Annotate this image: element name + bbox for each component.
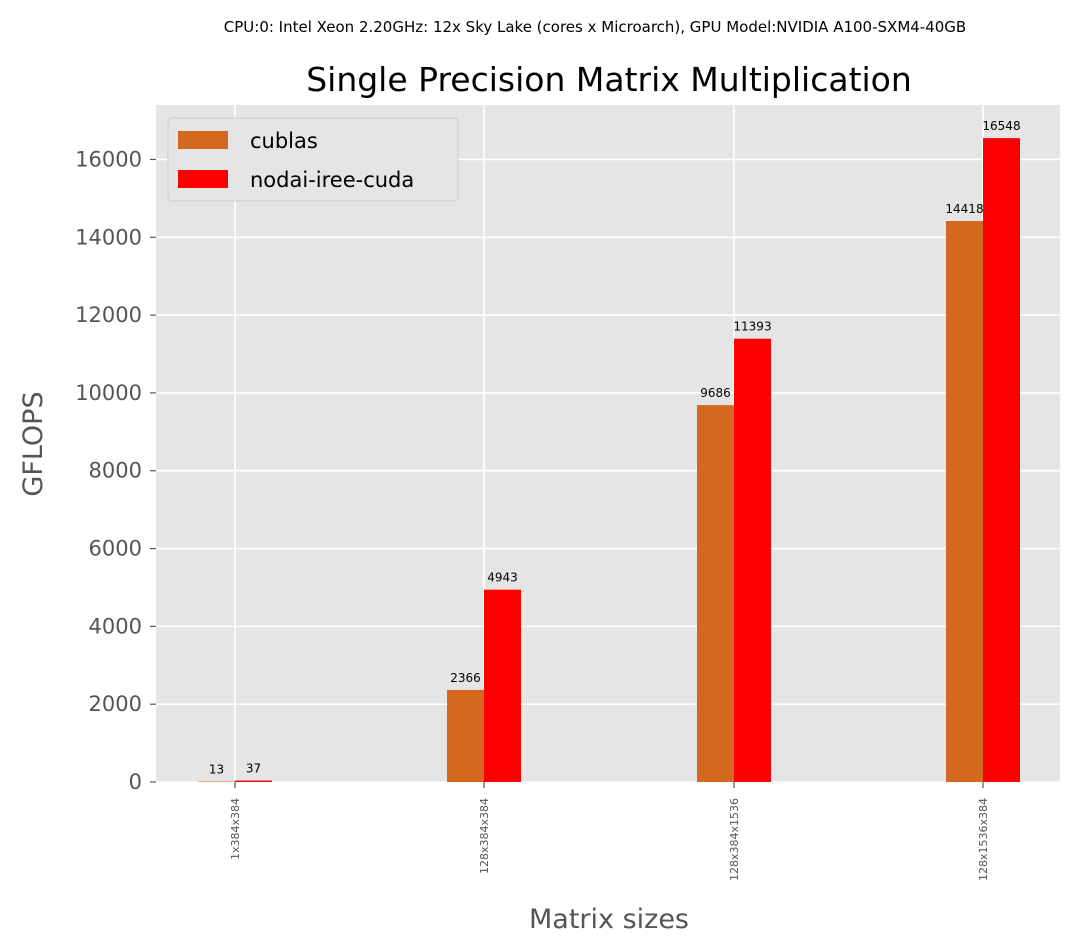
bar-nodai-iree-cuda-128x384x384 — [484, 589, 521, 782]
legend-box — [167, 117, 459, 202]
x-tick-label: 128x1536x384 — [977, 798, 990, 881]
legend-swatch-nodai-iree-cuda — [178, 170, 228, 188]
bar-nodai-iree-cuda-128x384x1536 — [734, 338, 771, 782]
legend-swatch-cublas — [178, 131, 228, 149]
bar-cublas-128x1536x384 — [946, 221, 983, 782]
y-tick-label: 0 — [129, 770, 142, 794]
y-tick-label: 2000 — [89, 692, 142, 716]
legend-label-cublas: cublas — [250, 129, 318, 153]
bar-label-nodai-iree-cuda-128x384x384: 4943 — [487, 571, 518, 585]
x-tick-label: 128x384x384 — [478, 798, 491, 874]
bar-nodai-iree-cuda-1x384x384 — [235, 780, 272, 782]
bar-cublas-128x384x1536 — [697, 405, 734, 782]
x-axis-label: Matrix sizes — [529, 904, 689, 935]
bar-cublas-1x384x384 — [198, 781, 235, 782]
bars — [198, 138, 1020, 782]
y-tick-label: 4000 — [89, 614, 142, 638]
bar-nodai-iree-cuda-128x1536x384 — [983, 138, 1020, 782]
y-tick-label: 6000 — [89, 537, 142, 561]
plot-area — [156, 105, 1060, 782]
x-tick-label: 128x384x1536 — [728, 798, 741, 881]
bar-labels: 13 2366 9686 14418 37 4943 11393 16548 — [209, 119, 1021, 776]
y-tick-label: 10000 — [75, 381, 142, 405]
chart-title: Single Precision Matrix Multiplication — [306, 60, 912, 99]
bar-label-nodai-iree-cuda-128x384x1536: 11393 — [733, 320, 771, 334]
bar-label-cublas-128x1536x384: 14418 — [945, 202, 983, 216]
y-tick-label: 12000 — [75, 303, 142, 327]
bar-label-nodai-iree-cuda-128x1536x384: 16548 — [982, 119, 1020, 133]
bar-label-nodai-iree-cuda-1x384x384: 37 — [246, 762, 261, 776]
bar-label-cublas-1x384x384: 13 — [209, 762, 224, 776]
chart-suptitle: CPU:0: Intel Xeon 2.20GHz: 12x Sky Lake … — [224, 18, 966, 36]
x-tick-label: 1x384x384 — [229, 798, 242, 860]
legend: cublas nodai-iree-cuda — [167, 117, 459, 202]
y-tick-label: 14000 — [75, 225, 142, 249]
y-axis-label: GFLOPS — [18, 391, 49, 496]
bar-cublas-128x384x384 — [447, 689, 484, 782]
y-tick-label: 8000 — [89, 459, 142, 483]
bar-label-cublas-128x384x384: 2366 — [450, 671, 481, 685]
ticks: 0 2000 4000 6000 8000 10000 12000 14000 16000 1x3… — [75, 147, 990, 881]
y-tick-label: 16000 — [75, 147, 142, 171]
bar-label-cublas-128x384x1536: 9686 — [700, 386, 731, 400]
legend-label-nodai-iree-cuda: nodai-iree-cuda — [250, 168, 414, 192]
